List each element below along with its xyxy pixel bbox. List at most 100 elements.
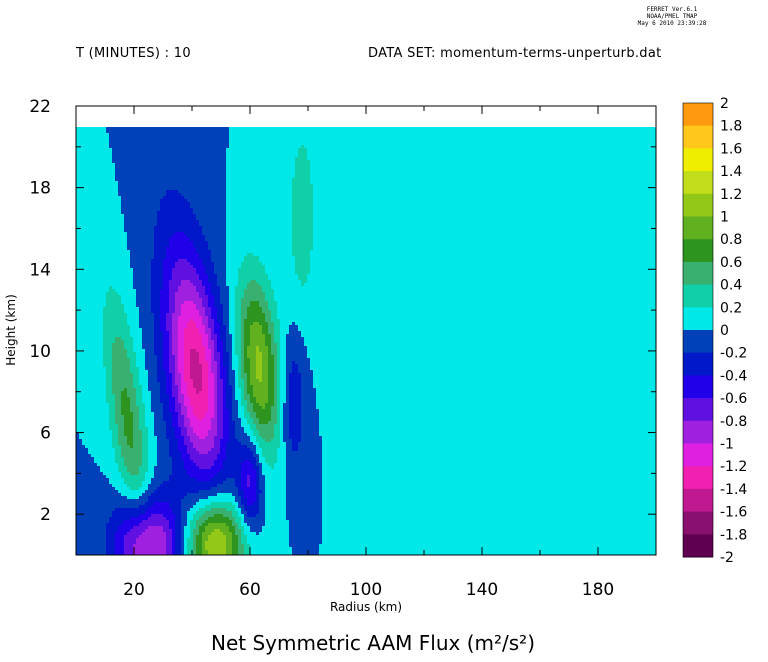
contour-cell xyxy=(301,127,304,130)
contour-cell xyxy=(271,154,274,157)
contour-cell xyxy=(181,190,184,193)
contour-cell xyxy=(412,190,415,193)
contour-cell xyxy=(430,193,433,196)
contour-cell xyxy=(502,148,505,151)
contour-cell xyxy=(352,145,355,148)
contour-cell xyxy=(460,151,463,154)
contour-cell xyxy=(640,151,643,154)
contour-cell xyxy=(421,151,424,154)
contour-cell xyxy=(223,202,226,205)
contour-cell xyxy=(529,127,532,130)
contour-cell xyxy=(604,139,607,142)
contour-cell xyxy=(193,139,196,142)
contour-cell xyxy=(403,172,406,175)
contour-cell xyxy=(253,187,256,190)
contour-cell xyxy=(526,160,529,163)
contour-cell xyxy=(322,151,325,154)
contour-cell xyxy=(97,133,100,136)
contour-cell xyxy=(595,154,598,157)
contour-cell xyxy=(274,199,277,202)
contour-cell xyxy=(151,145,154,148)
contour-cell xyxy=(160,199,163,202)
contour-cell xyxy=(484,202,487,205)
contour-cell xyxy=(469,196,472,199)
contour-cell xyxy=(208,130,211,133)
contour-cell xyxy=(517,139,520,142)
contour-cell xyxy=(343,193,346,196)
contour-cell xyxy=(166,175,169,178)
contour-cell xyxy=(229,163,232,166)
contour-cell xyxy=(232,175,235,178)
contour-cell xyxy=(592,148,595,151)
contour-cell xyxy=(301,145,304,148)
contour-cell xyxy=(220,172,223,175)
contour-cell xyxy=(208,169,211,172)
contour-cell xyxy=(649,136,652,139)
contour-cell xyxy=(484,136,487,139)
contour-cell xyxy=(538,145,541,148)
contour-cell xyxy=(640,163,643,166)
contour-cell xyxy=(490,139,493,142)
contour-cell xyxy=(529,190,532,193)
contour-cell xyxy=(283,199,286,202)
contour-cell xyxy=(280,175,283,178)
contour-cell xyxy=(244,190,247,193)
contour-cell xyxy=(355,148,358,151)
contour-cell xyxy=(430,196,433,199)
contour-cell xyxy=(553,166,556,169)
contour-cell xyxy=(568,160,571,163)
contour-cell xyxy=(130,175,133,178)
contour-cell xyxy=(496,160,499,163)
contour-cell xyxy=(268,127,271,130)
contour-cell xyxy=(427,127,430,130)
contour-cell xyxy=(271,139,274,142)
contour-cell xyxy=(640,193,643,196)
contour-cell xyxy=(451,169,454,172)
contour-cell xyxy=(310,154,313,157)
contour-cell xyxy=(340,199,343,202)
contour-cell xyxy=(508,130,511,133)
contour-cell xyxy=(190,199,193,202)
contour-cell xyxy=(136,145,139,148)
contour-cell xyxy=(337,184,340,187)
contour-cell xyxy=(538,163,541,166)
contour-cell xyxy=(628,181,631,184)
contour-cell xyxy=(163,196,166,199)
contour-cell xyxy=(391,145,394,148)
contour-cell xyxy=(175,178,178,181)
contour-cell xyxy=(403,160,406,163)
contour-cell xyxy=(205,181,208,184)
contour-cell xyxy=(205,184,208,187)
contour-cell xyxy=(175,139,178,142)
contour-cell xyxy=(442,133,445,136)
contour-cell xyxy=(118,202,121,205)
contour-cell xyxy=(490,175,493,178)
contour-cell xyxy=(541,166,544,169)
contour-cell xyxy=(595,175,598,178)
contour-cell xyxy=(223,145,226,148)
contour-cell xyxy=(397,151,400,154)
contour-cell xyxy=(319,181,322,184)
contour-cell xyxy=(199,193,202,196)
contour-cell xyxy=(424,136,427,139)
contour-cell xyxy=(604,184,607,187)
contour-cell xyxy=(421,184,424,187)
contour-cell xyxy=(400,145,403,148)
contour-cell xyxy=(466,202,469,205)
contour-cell xyxy=(346,187,349,190)
contour-cell xyxy=(139,136,142,139)
contour-cell xyxy=(136,169,139,172)
contour-cell xyxy=(487,148,490,151)
contour-cell xyxy=(430,202,433,205)
contour-cell xyxy=(391,166,394,169)
contour-cell xyxy=(424,154,427,157)
contour-cell xyxy=(160,190,163,193)
contour-cell xyxy=(361,142,364,145)
contour-cell xyxy=(160,154,163,157)
contour-cell xyxy=(421,181,424,184)
contour-cell xyxy=(82,136,85,139)
contour-cell xyxy=(271,193,274,196)
contour-cell xyxy=(265,145,268,148)
contour-cell xyxy=(634,193,637,196)
contour-cell xyxy=(388,139,391,142)
